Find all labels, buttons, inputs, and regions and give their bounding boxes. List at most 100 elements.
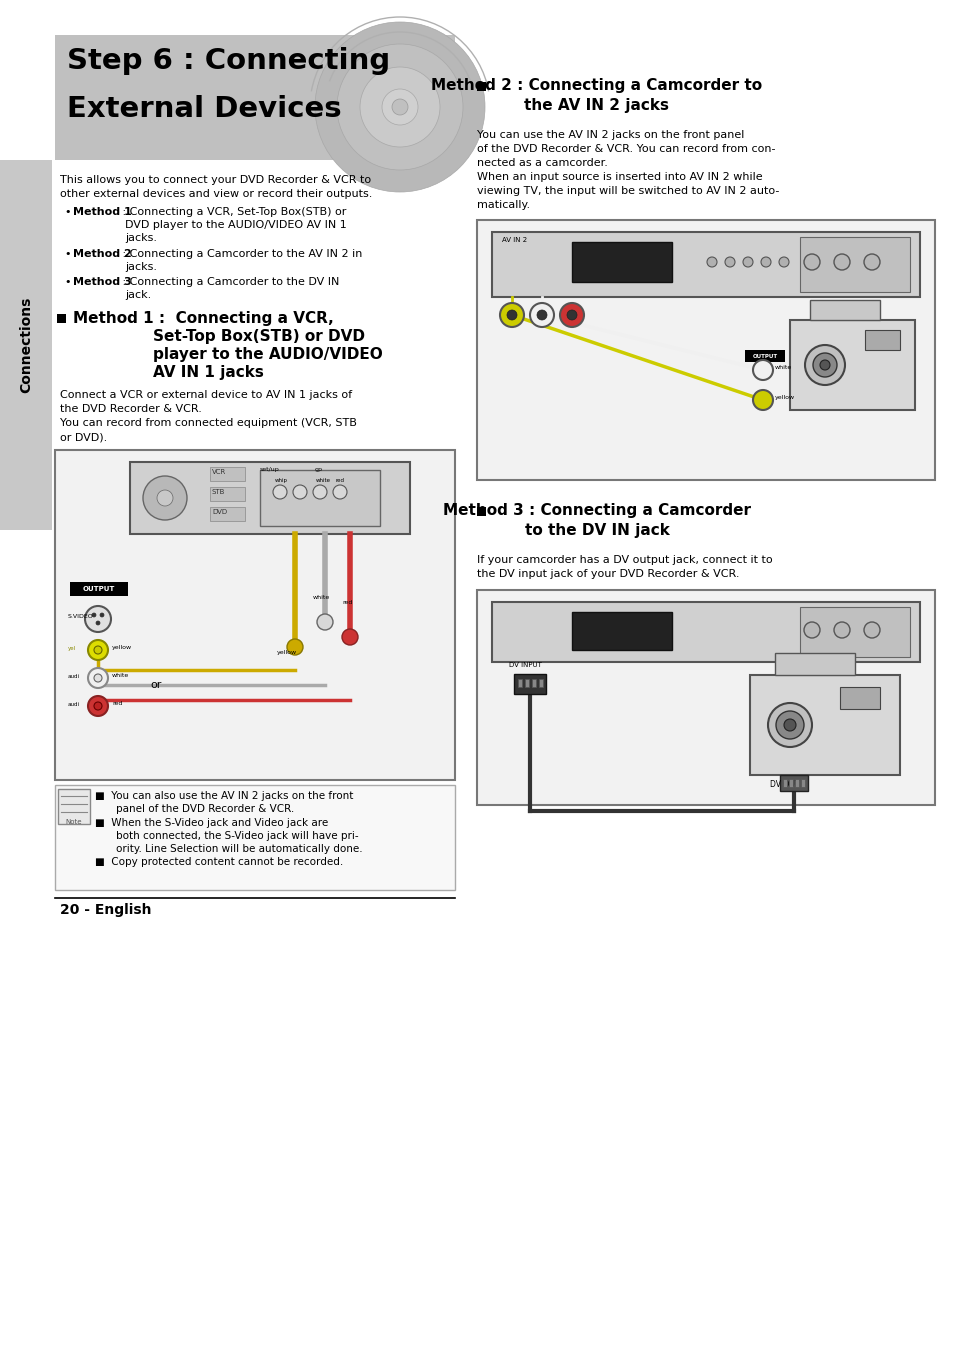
Point [92,662,104,679]
Circle shape [94,674,102,683]
Point [92,677,104,693]
Bar [780,774,807,791]
Bar [476,82,485,90]
Text: Step 6 : Connecting: Step 6 : Connecting [67,47,390,76]
Point [506,289,517,305]
Text: S.VIDEO: S.VIDEO [68,614,93,619]
Circle shape [537,310,546,320]
Point [319,677,331,693]
Point [787,803,799,819]
Circle shape [863,254,879,270]
Circle shape [100,612,104,616]
Point [92,692,104,708]
Text: or DVD).: or DVD). [60,432,107,442]
Circle shape [336,45,462,170]
Bar [840,687,879,710]
Bar [788,778,792,786]
Point [50,890,61,907]
Text: the DV input jack of your DVD Recorder & VCR.: the DV input jack of your DVD Recorder &… [476,569,739,579]
Bar [476,220,934,480]
Circle shape [96,621,100,625]
Text: audi: audi [68,674,80,679]
Text: yellow: yellow [112,645,132,650]
Text: white: white [313,595,330,600]
Bar [572,612,671,650]
Point [344,526,355,542]
Bar [800,607,909,657]
Text: yel: yel [68,646,76,652]
Circle shape [506,310,517,320]
Text: You can record from connected equipment (VCR, STB: You can record from connected equipment … [60,418,356,428]
Text: •: • [65,277,75,287]
Text: Method 3 : Connecting a Camcorder: Method 3 : Connecting a Camcorder [442,503,750,518]
Bar [524,679,529,687]
Circle shape [820,360,829,370]
Bar [809,299,879,320]
Circle shape [392,98,408,115]
Circle shape [752,360,772,380]
Bar [130,461,410,534]
Text: Method 2: Method 2 [73,250,132,259]
Text: : Connecting a VCR, Set-Top Box(STB) or: : Connecting a VCR, Set-Top Box(STB) or [119,206,346,217]
Text: yellow: yellow [774,395,794,401]
Circle shape [314,22,484,192]
Text: OUTPUT: OUTPUT [752,353,777,359]
Bar [514,674,545,693]
Text: External Devices: External Devices [67,94,341,123]
Bar [782,778,786,786]
Bar [70,581,128,596]
Text: the DVD Recorder & VCR.: the DVD Recorder & VCR. [60,403,202,414]
Bar [517,679,521,687]
Text: red: red [341,600,352,604]
Circle shape [767,703,811,747]
Circle shape [88,668,108,688]
Text: AV IN 1 jacks: AV IN 1 jacks [152,366,264,380]
Text: ority. Line Selection will be automatically done.: ority. Line Selection will be automatica… [103,844,362,854]
Bar [58,789,90,824]
Point [92,642,104,658]
Text: other external devices and view or record their outputs.: other external devices and view or recor… [60,189,372,200]
Circle shape [742,258,752,267]
Text: VCR: VCR [212,469,226,475]
Text: player to the AUDIO/VIDEO: player to the AUDIO/VIDEO [152,347,382,362]
Point [536,308,547,324]
Text: This allows you to connect your DVD Recorder & VCR to: This allows you to connect your DVD Reco… [60,175,371,185]
Point [536,289,547,305]
Line: 2 pts: 2 pts [541,316,762,370]
Text: Method 3: Method 3 [73,277,132,287]
Point [524,803,536,819]
Circle shape [775,711,803,739]
Point [92,697,104,714]
Circle shape [752,390,772,410]
Text: the AV IN 2 jacks: the AV IN 2 jacks [524,98,669,113]
Point [449,890,460,907]
Text: ■  You can also use the AV IN 2 jacks on the front: ■ You can also use the AV IN 2 jacks on … [95,791,353,801]
Point [319,612,331,629]
Point [92,677,104,693]
Text: Note: Note [65,819,81,826]
Text: •: • [65,206,75,217]
Circle shape [157,490,172,506]
Circle shape [559,304,583,326]
Bar [794,778,799,786]
Text: DV INPUT: DV INPUT [509,662,541,668]
Text: red: red [335,478,345,483]
Text: jacks.: jacks. [125,262,157,272]
Text: DVD: DVD [212,509,227,515]
Circle shape [566,310,577,320]
Bar [476,507,485,517]
Circle shape [341,629,357,645]
Circle shape [779,258,788,267]
Text: You can use the AV IN 2 jacks on the front panel: You can use the AV IN 2 jacks on the fro… [476,130,743,140]
Bar [210,467,245,482]
Text: viewing TV, the input will be switched to AV IN 2 auto-: viewing TV, the input will be switched t… [476,186,779,196]
Circle shape [333,486,347,499]
Text: set/up: set/up [260,467,279,472]
Text: ■  When the S-Video jack and Video jack are: ■ When the S-Video jack and Video jack a… [95,817,328,828]
Point [524,685,536,701]
Text: Method 2 : Connecting a Camcorder to: Method 2 : Connecting a Camcorder to [431,78,761,93]
Bar [210,487,245,500]
Point [757,393,768,409]
Circle shape [530,304,554,326]
Text: : Connecting a Camcorder to the AV IN 2 in: : Connecting a Camcorder to the AV IN 2 … [119,250,362,259]
